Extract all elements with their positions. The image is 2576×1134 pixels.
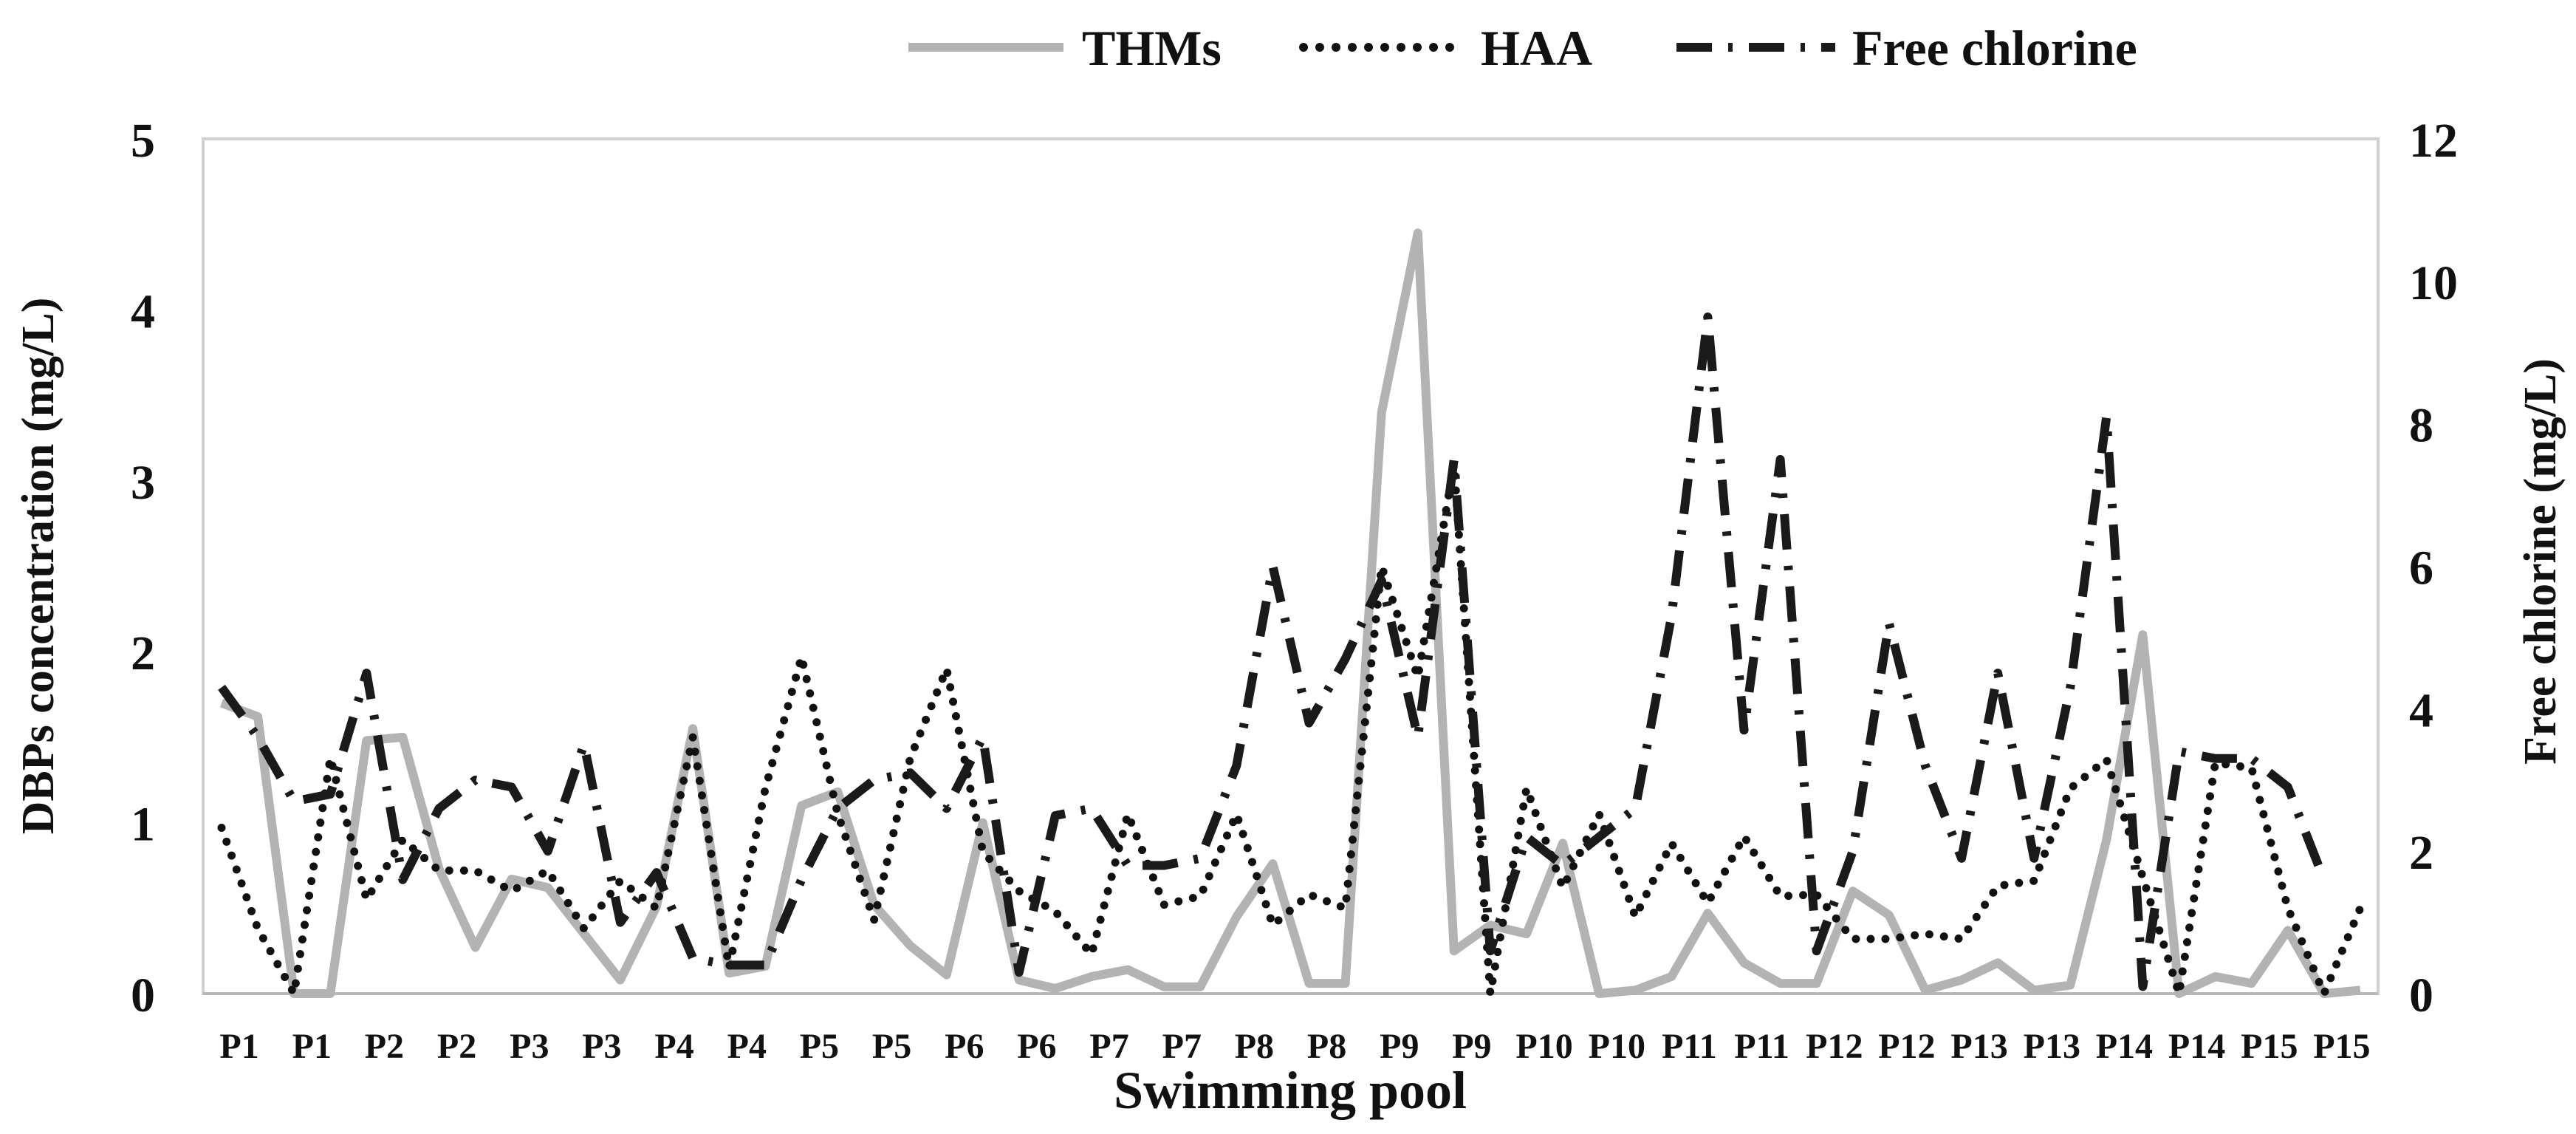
x-tick-label: P4 — [654, 1027, 693, 1066]
x-tick-label: P4 — [727, 1027, 767, 1066]
x-tick-label: P5 — [872, 1027, 911, 1066]
legend-label-haa: HAA — [1481, 20, 1592, 76]
y-right-tick-label: 4 — [2409, 683, 2433, 737]
x-tick-label: P11 — [1662, 1027, 1717, 1066]
y-left-tick-label: 2 — [131, 626, 155, 680]
x-tick-label: P1 — [292, 1027, 332, 1066]
y-right-tick-label: 10 — [2409, 256, 2458, 310]
x-tick-label: P8 — [1307, 1027, 1346, 1066]
y-axis-right-ticks: 0 2 4 6 8 10 12 — [2409, 114, 2458, 1022]
series-line-thms — [219, 228, 2361, 998]
y-axis-left-title: DBPs concentration (mg/L) — [13, 298, 64, 835]
y-left-tick-label: 0 — [131, 969, 155, 1022]
y-axis-right-title: Free chlorine (mg/L) — [2515, 358, 2566, 765]
y-left-tick-label: 5 — [131, 114, 155, 168]
x-tick-label: P15 — [2313, 1027, 2370, 1066]
y-right-tick-label: 0 — [2409, 969, 2433, 1022]
x-tick-label: P6 — [945, 1027, 984, 1066]
x-tick-label: P5 — [800, 1027, 839, 1066]
legend-label-thms: THMs — [1082, 20, 1222, 76]
x-tick-label: P2 — [437, 1027, 476, 1066]
x-tick-label: P7 — [1089, 1027, 1128, 1066]
series-line-free-chlorine — [218, 312, 2329, 991]
x-tick-label: P11 — [1734, 1027, 1789, 1066]
x-tick-label: P12 — [1806, 1027, 1863, 1066]
legend-label-free-chlorine: Free chlorine — [1852, 20, 2137, 76]
plot-area-frame — [202, 137, 2380, 995]
y-right-tick-label: 2 — [2409, 826, 2433, 880]
x-tick-label: P9 — [1380, 1027, 1419, 1066]
legend: THMs HAA Free chlorine — [908, 20, 2137, 76]
y-left-tick-label: 1 — [131, 798, 155, 852]
x-tick-label: P8 — [1235, 1027, 1274, 1066]
x-tick-label: P10 — [1515, 1027, 1572, 1066]
x-tick-label: P10 — [1589, 1027, 1645, 1066]
y-axis-left-ticks: 0 1 2 3 4 5 — [131, 114, 155, 1022]
x-axis-ticks: P1 P1 P2 P2 P3 P3 P4 P4 P5 P5 P6 P6 P7 P7 P8 P8 P9 P9 P10 P… — [219, 1027, 2370, 1066]
y-right-tick-label: 6 — [2409, 542, 2433, 595]
x-tick-label: P2 — [365, 1027, 404, 1066]
series-line-haa — [217, 460, 2365, 998]
x-tick-label: P12 — [1878, 1027, 1935, 1066]
x-tick-label: P13 — [1950, 1027, 2007, 1066]
series-layer — [217, 228, 2365, 998]
x-tick-label: P3 — [510, 1027, 549, 1066]
x-tick-label: P9 — [1452, 1027, 1491, 1066]
x-axis-title: Swimming pool — [1114, 1061, 1467, 1120]
x-tick-label: P3 — [582, 1027, 621, 1066]
y-left-tick-label: 4 — [131, 284, 155, 338]
y-right-tick-label: 12 — [2409, 114, 2458, 168]
x-tick-label: P14 — [2096, 1027, 2153, 1066]
y-left-tick-label: 3 — [131, 456, 155, 510]
x-tick-label: P7 — [1162, 1027, 1202, 1066]
x-tick-label: P13 — [2024, 1027, 2080, 1066]
x-tick-label: P15 — [2241, 1027, 2298, 1066]
x-tick-label: P1 — [219, 1027, 258, 1066]
x-tick-label: P6 — [1017, 1027, 1056, 1066]
y-right-tick-label: 8 — [2409, 399, 2433, 453]
x-tick-label: P14 — [2168, 1027, 2225, 1066]
